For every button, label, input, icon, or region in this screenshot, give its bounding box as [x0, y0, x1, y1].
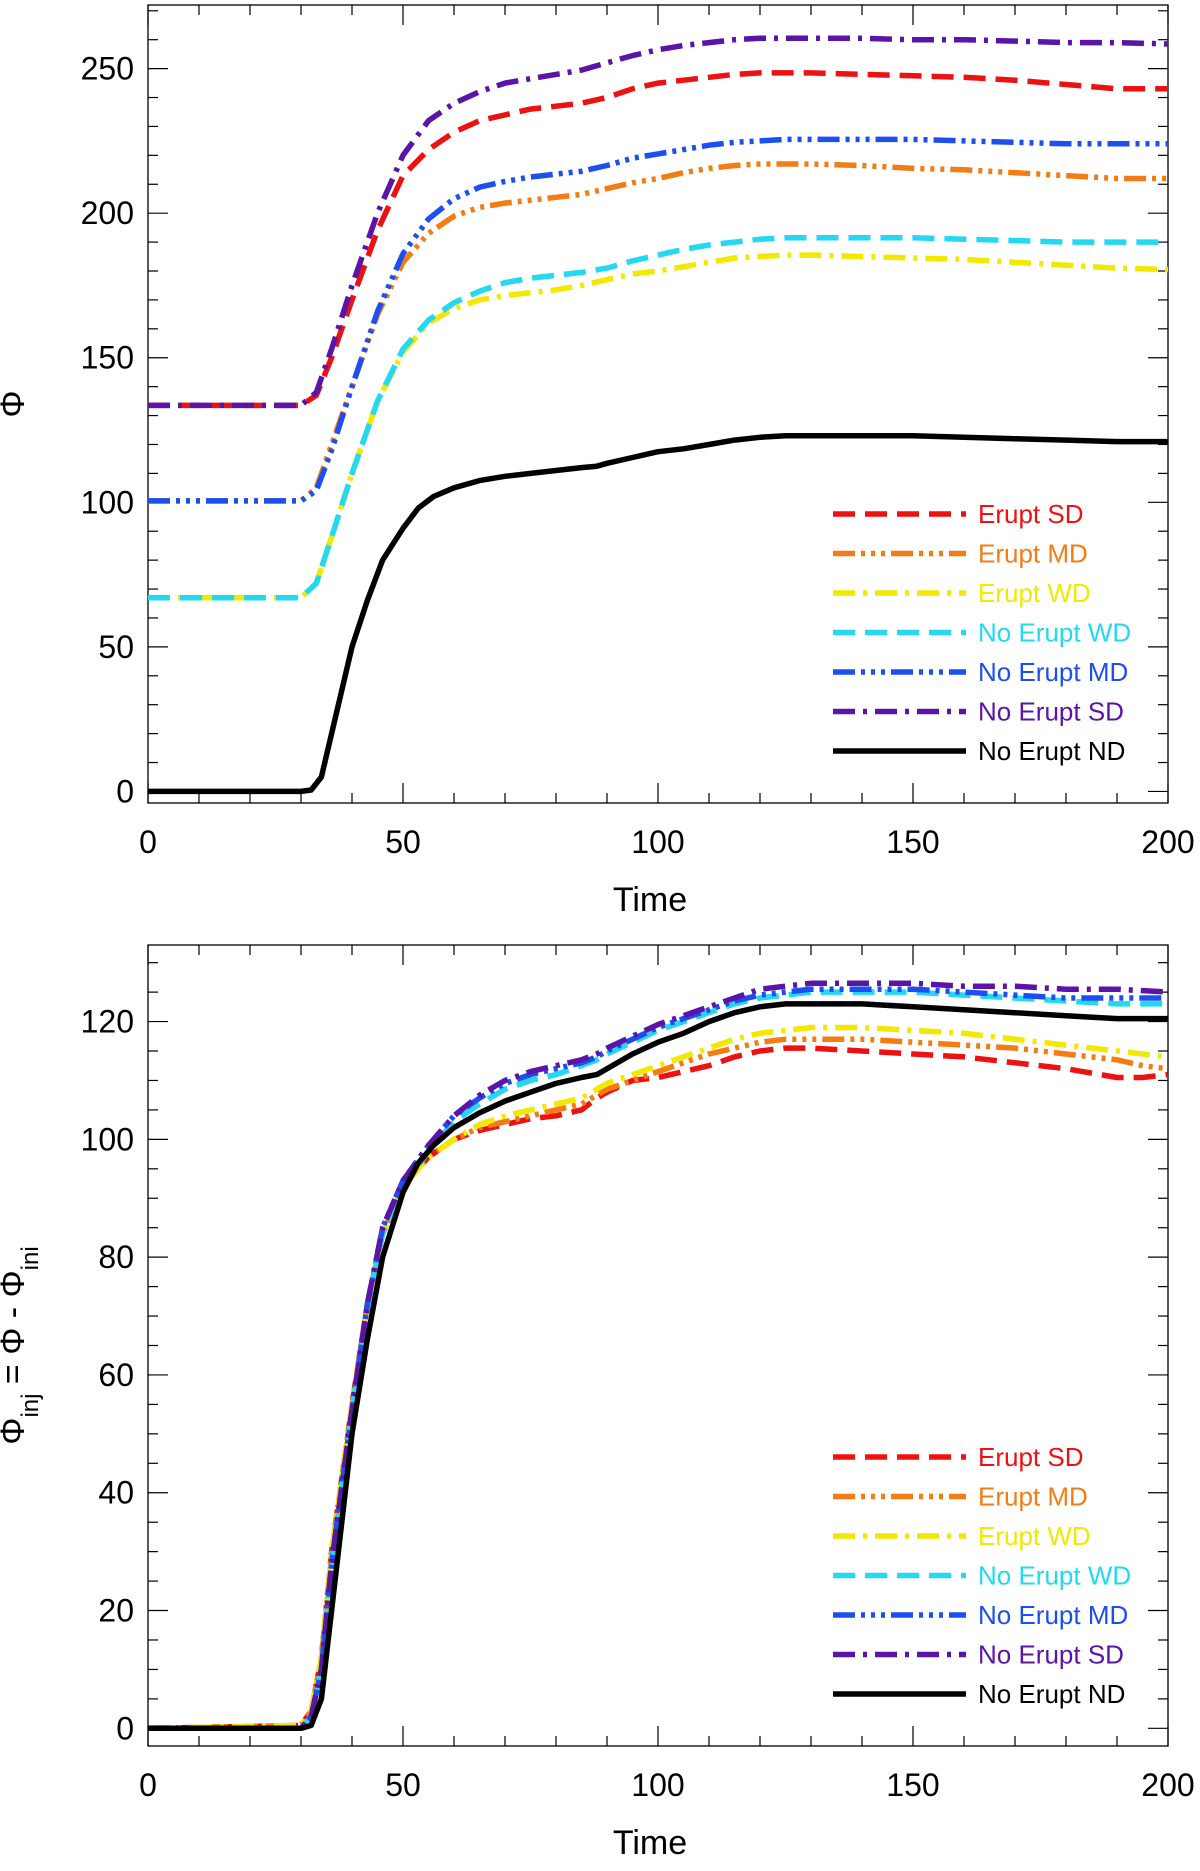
legend-label: No Erupt SD	[978, 1640, 1124, 1670]
y-axis-title: Φ	[0, 390, 32, 417]
series-line-erupt-sd	[148, 70, 1168, 409]
series-line-no-erupt-wd	[148, 989, 1168, 1732]
chart-panel-1: 0 50 100 150 200 0 50 100 150 200 250 Time Φ Erupt SD…	[0, 4, 1195, 919]
y-tick-label: 40	[98, 1475, 134, 1511]
legend-label: Erupt SD	[978, 499, 1084, 529]
y-tick-label: 250	[81, 51, 134, 87]
series-line-no-erupt-md	[148, 136, 1168, 504]
legend-label: No Erupt MD	[978, 1600, 1128, 1630]
x-tick-label: 100	[631, 1767, 684, 1803]
series-line-no-erupt-sd	[148, 980, 1168, 1732]
y-tick-label: 20	[98, 1593, 134, 1629]
x-tick-label: 0	[139, 1767, 157, 1803]
x-tick-label: 200	[1141, 824, 1194, 860]
x-tick-label: 100	[631, 824, 684, 860]
y-tick-label: 80	[98, 1239, 134, 1275]
legend-label: No Erupt WD	[978, 618, 1131, 648]
legend-label: No Erupt SD	[978, 697, 1124, 727]
y-tick-label: 100	[81, 484, 134, 520]
series-line-no-erupt-sd	[148, 35, 1168, 409]
series-line-erupt-md	[148, 161, 1168, 504]
y-tick-label: 150	[81, 340, 134, 376]
x-axis-title: Time	[613, 1824, 687, 1862]
legend-label: No Erupt ND	[978, 1679, 1125, 1709]
y-tick-label: 60	[98, 1357, 134, 1393]
x-tick-label: 50	[385, 1767, 421, 1803]
y-tick-label: 100	[81, 1121, 134, 1157]
legend: Erupt SD Erupt MD Erupt WD No Erupt WD No Er…	[833, 1442, 1131, 1709]
y-tick-label: 0	[116, 773, 134, 809]
legend-label: Erupt MD	[978, 1482, 1088, 1512]
legend-label: Erupt WD	[978, 1521, 1091, 1551]
y-tick-label: 0	[116, 1710, 134, 1746]
x-tick-label: 150	[886, 1767, 939, 1803]
series-line-no-erupt-wd	[148, 235, 1168, 601]
legend-label: No Erupt MD	[978, 657, 1128, 687]
chart-panel-2: 0 50 100 150 200 0 20 40 60 80 100 120 Time Φinj = Φ …	[0, 944, 1195, 1862]
y-axis-title: Φinj = Φ - Φini	[0, 1246, 44, 1444]
y-tick-label: 50	[98, 629, 134, 665]
y-tick-label: 200	[81, 195, 134, 231]
x-tick-label: 50	[385, 824, 421, 860]
x-tick-label: 150	[886, 824, 939, 860]
x-tick-label: 0	[139, 824, 157, 860]
series-group	[148, 35, 1168, 795]
series-line-no-erupt-nd	[148, 1001, 1168, 1732]
legend-label: No Erupt ND	[978, 736, 1125, 766]
legend-label: Erupt WD	[978, 578, 1091, 608]
legend-label: Erupt MD	[978, 539, 1088, 569]
x-axis-title: Time	[613, 881, 687, 919]
legend-label: No Erupt WD	[978, 1561, 1131, 1591]
x-tick-label: 200	[1141, 1767, 1194, 1803]
series-line-no-erupt-nd	[148, 433, 1168, 795]
legend: Erupt SD Erupt MD Erupt WD No Erupt WD No Er…	[833, 499, 1131, 766]
y-tick-label: 120	[81, 1004, 134, 1040]
legend-label: Erupt SD	[978, 1442, 1084, 1472]
series-group	[148, 980, 1168, 1732]
